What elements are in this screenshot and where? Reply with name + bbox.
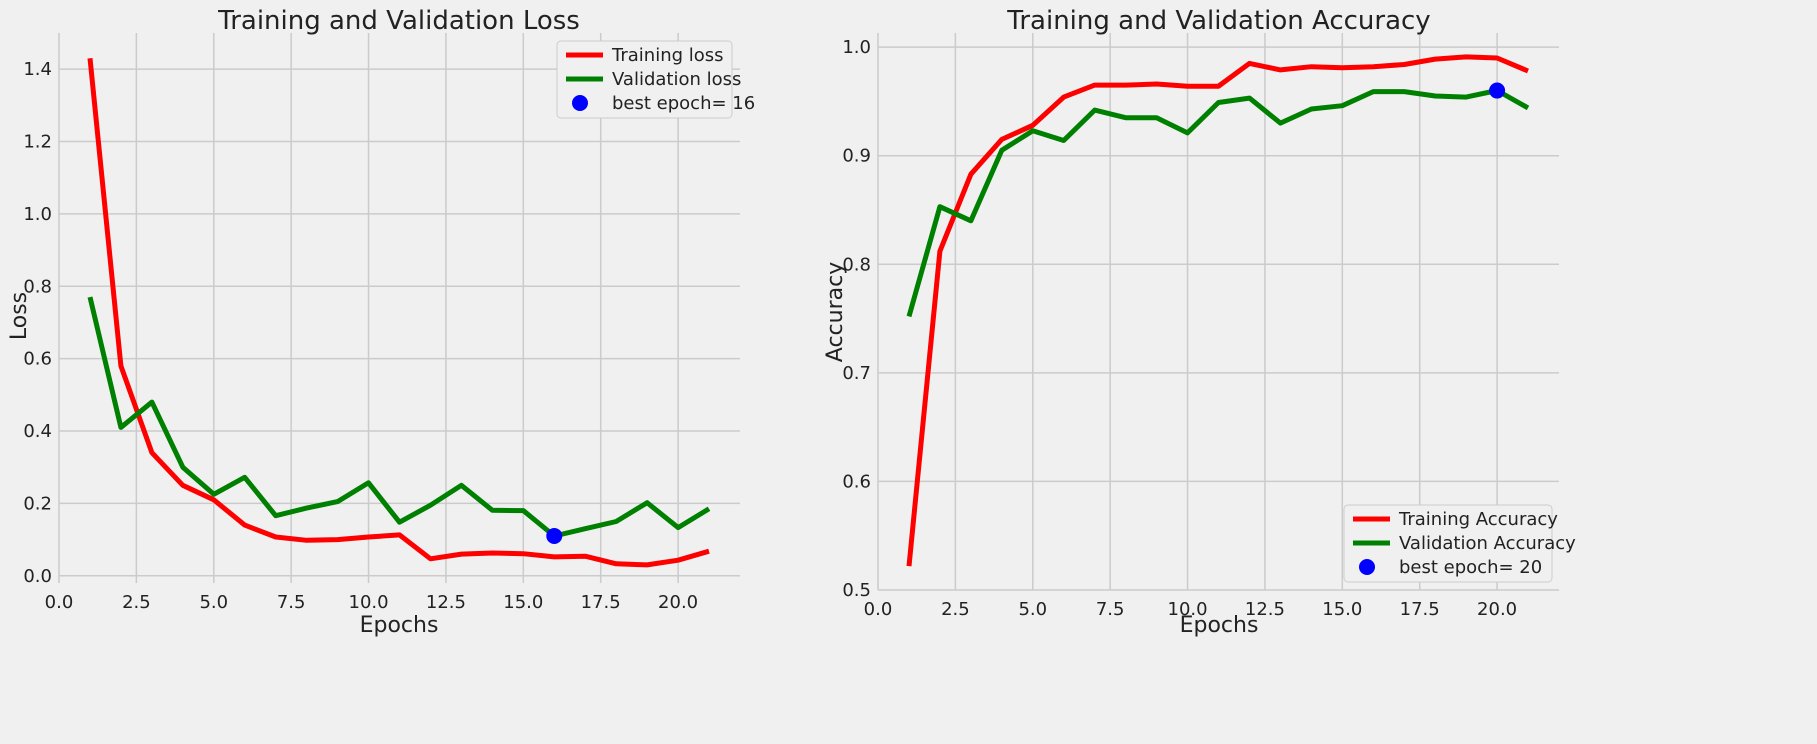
loss-chart-x-tick-label: 7.5 [277, 592, 306, 613]
accuracy-chart-y-tick-label: 0.5 [842, 580, 871, 601]
loss-chart-x-tick-label: 2.5 [122, 592, 151, 613]
loss-chart: Training and Validation Loss Epochs Loss… [7, 6, 755, 638]
loss-chart-x-tick-label: 0.0 [45, 592, 74, 613]
accuracy-chart-y-tick-label: 1.0 [842, 37, 871, 58]
loss-chart-x-tick-label: 12.5 [426, 592, 466, 613]
loss-chart-ylabel: Loss [7, 292, 32, 340]
loss-chart-x-tick-label: 5.0 [199, 592, 228, 613]
accuracy-chart-x-tick-label: 2.5 [941, 599, 970, 620]
loss-chart-legend-label-best-epoch: best epoch= 16 [612, 93, 755, 114]
loss-chart-y-tick-label: 0.6 [23, 349, 52, 370]
loss-chart-x-tick-label: 15.0 [503, 592, 543, 613]
loss-chart-title: Training and Validation Loss [217, 6, 580, 36]
loss-chart-series-line-training [87, 58, 710, 568]
accuracy-chart-y-tick-label: 0.9 [842, 146, 871, 167]
loss-chart-y-tick-label: 0.4 [23, 421, 52, 442]
loss-chart-y-tick-label: 0.8 [23, 276, 52, 297]
accuracy-chart-grid [877, 33, 1559, 591]
accuracy-chart-best-epoch-point [1489, 82, 1506, 99]
loss-chart-y-tick-label: 0.0 [23, 566, 52, 587]
accuracy-chart-title: Training and Validation Accuracy [1006, 6, 1430, 36]
accuracy-chart-x-tick-label: 12.5 [1245, 599, 1285, 620]
accuracy-chart-x-tick-label: 0.0 [864, 599, 893, 620]
accuracy-chart-xlabel: Epochs [1180, 613, 1259, 638]
loss-chart-x-tick-label: 10.0 [349, 592, 389, 613]
loss-chart-legend-label-training: Training loss [611, 45, 724, 66]
accuracy-chart-y-tick-label: 0.6 [842, 471, 871, 492]
loss-chart-y-tick-label: 1.2 [23, 132, 52, 153]
accuracy-chart-y-tick-label: 0.7 [842, 363, 871, 384]
accuracy-chart-x-tick-label: 7.5 [1096, 599, 1125, 620]
accuracy-chart-legend-label-best-epoch: best epoch= 20 [1399, 557, 1542, 578]
accuracy-chart-x-tick-label: 15.0 [1322, 599, 1362, 620]
loss-chart-series-line-validation [87, 296, 711, 539]
loss-chart-best-epoch-point [546, 527, 563, 544]
accuracy-chart-series-line-training [906, 54, 1529, 567]
loss-chart-y-tick-label: 1.4 [23, 59, 52, 80]
accuracy-chart-x-tick-label: 10.0 [1168, 599, 1208, 620]
loss-chart-x-tick-label: 17.5 [581, 592, 621, 613]
accuracy-chart-legend-swatch-best-epoch [1359, 559, 1375, 575]
loss-chart-legend [556, 40, 733, 119]
loss-chart-xlabel: Epochs [360, 613, 439, 638]
accuracy-chart-series-line-validation [906, 88, 1530, 318]
accuracy-chart-ylabel: Accuracy [823, 262, 848, 362]
loss-chart-y-tick-label: 0.2 [23, 493, 52, 514]
accuracy-chart-legend-label-validation: Validation Accuracy [1399, 533, 1576, 554]
loss-chart-grid [58, 33, 740, 583]
accuracy-chart-x-tick-label: 20.0 [1477, 599, 1517, 620]
loss-chart-legend-swatch-best-epoch [572, 95, 588, 111]
accuracy-chart-legend [1343, 504, 1553, 583]
accuracy-chart-legend-label-training: Training Accuracy [1398, 509, 1558, 530]
accuracy-chart: Training and Validation Accuracy Epochs … [823, 6, 1576, 638]
loss-chart-legend-label-validation: Validation loss [612, 69, 741, 90]
accuracy-chart-x-tick-label: 5.0 [1018, 599, 1047, 620]
loss-chart-x-tick-label: 20.0 [658, 592, 698, 613]
accuracy-chart-x-tick-label: 17.5 [1400, 599, 1440, 620]
accuracy-chart-y-tick-label: 0.8 [842, 254, 871, 275]
loss-chart-y-tick-label: 1.0 [23, 204, 52, 225]
